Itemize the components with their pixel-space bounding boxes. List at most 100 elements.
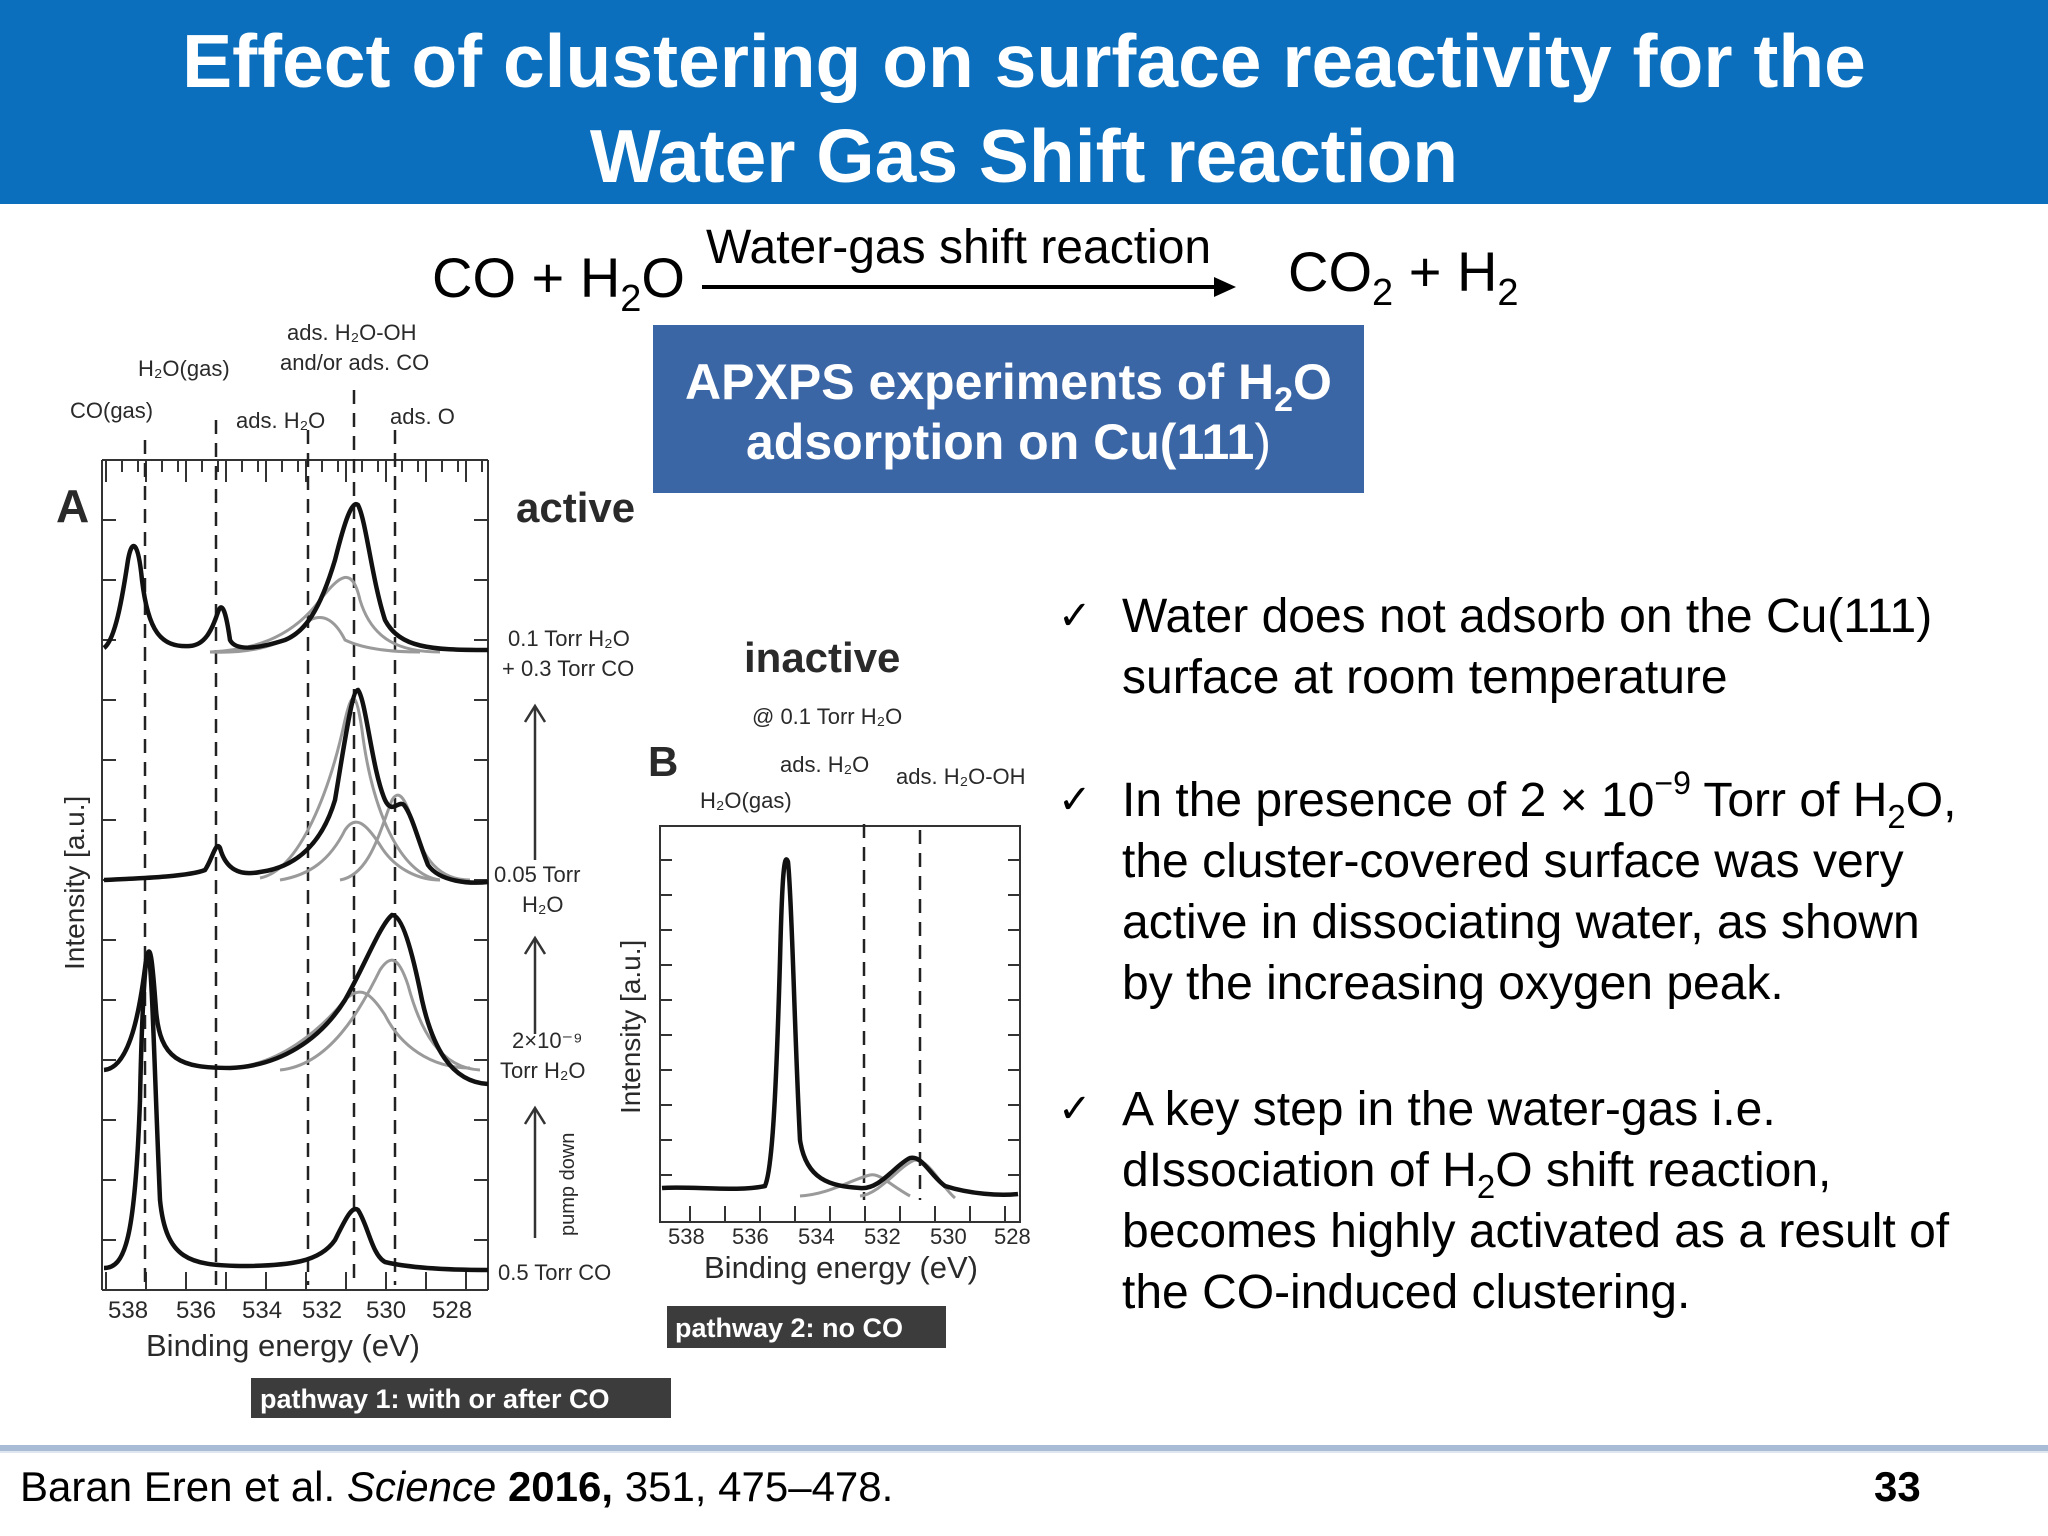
fit-curve [799, 1173, 911, 1198]
bullet-2-text-c: O, [1905, 774, 1957, 827]
reaction-arrow-icon [702, 277, 1236, 297]
x-tick-label: 534 [242, 1297, 282, 1324]
figure-a-state-label: active [516, 484, 635, 531]
label-h2o-gas: H₂O(gas) [138, 356, 230, 381]
apxps-subscript: 2 [1274, 381, 1294, 419]
apxps-text-c: adsorption on Cu(111 [745, 414, 1255, 470]
condition-2a: 0.05 Torr [494, 862, 580, 887]
checkmark-icon: ✓ [1058, 1086, 1092, 1132]
reactants-subscript: 2 [620, 278, 642, 320]
bullet-2-text-a: In the presence of 2 × 10 [1122, 774, 1655, 827]
citation-journal: Science [346, 1463, 497, 1510]
bullet-3-line-3: becomes highly activated as a result of [1122, 1205, 1950, 1258]
pathway-1-label: pathway 1: with or after CO [260, 1384, 610, 1414]
apxps-box-line-1: APXPS experiments of H2O [653, 353, 1364, 417]
figure-a-top-ticks [102, 459, 488, 482]
x-tick-label: 528 [432, 1297, 472, 1324]
label-b-h2o-gas: H₂O(gas) [700, 788, 792, 813]
x-tick-label: 538 [668, 1224, 705, 1249]
bullet-3-text-a: dIssociation of H [1122, 1144, 1477, 1197]
bullet-1-text: Water does not adsorb on the Cu(111) sur… [1122, 586, 1932, 708]
apxps-box: APXPS experiments of H2O adsorption on C… [653, 325, 1364, 493]
label-ads-o: ads. O [390, 404, 455, 429]
page-number: 33 [1874, 1463, 1921, 1510]
figure-b-state-label: inactive [744, 634, 900, 681]
citation: Baran Eren et al. Science 2016, 351, 475… [20, 1462, 893, 1512]
bullet-2-text: In the presence of 2 × 10−9 Torr of H2O,… [1122, 767, 1957, 1014]
figure-a-y-ticks [102, 519, 488, 1241]
slide-title-line-2: Water Gas Shift reaction [589, 114, 1459, 198]
reaction-arrow-label: Water-gas shift reaction [706, 221, 1212, 274]
figure-b-x-tick-labels: 538 536 534 532 530 528 [668, 1224, 1031, 1249]
x-tick-label: 530 [366, 1297, 406, 1324]
spectrum-a2 [103, 687, 489, 885]
products-text-a: CO [1288, 240, 1372, 303]
reaction-reactants: CO + H2O [432, 246, 685, 319]
bullet-3-line-2: dIssociation of H2O shift reaction, [1122, 1140, 1949, 1203]
condition-3a: 2×10⁻⁹ [512, 1028, 583, 1053]
bullet-2-text-b: Torr of H [1690, 774, 1888, 827]
x-tick-label: 536 [732, 1224, 769, 1249]
bullet-2-line-4: by the increasing oxygen peak. [1122, 957, 1784, 1010]
pathway-2-box [667, 1306, 946, 1348]
figure-b-state-sub: @ 0.1 Torr H₂O [752, 704, 902, 729]
bullet-2-line-2: the cluster-covered surface was very [1122, 835, 1904, 888]
fit-curve [859, 1158, 957, 1200]
label-ads-h2o-oh: ads. H₂O-OH [287, 320, 417, 345]
x-tick-label: 530 [930, 1224, 967, 1249]
figure-b-panel-label: B [648, 738, 678, 785]
citation-pages: 351, 475–478. [613, 1463, 894, 1510]
label-b-ads-h2o-oh: ads. H₂O-OH [896, 764, 1026, 789]
x-tick-label: 538 [108, 1297, 148, 1324]
figure-a-reference-lines [143, 390, 397, 1285]
bullet-2-line-3: active in dissociating water, as shown [1122, 896, 1920, 949]
reactants-text-b: O [641, 246, 685, 309]
figure-b: inactive @ 0.1 Torr H₂O B ads. H₂O ads. … [615, 634, 1031, 1348]
condition-4: 0.5 Torr CO [498, 1260, 611, 1285]
figure-b-axes [659, 825, 1021, 1223]
figure-a-x-tick-labels: 538 536 534 532 530 528 [108, 1297, 472, 1324]
figure-a-y-axis-label: Intensity [a.u.] [59, 796, 90, 970]
label-and-or-co: and/or ads. CO [280, 350, 429, 375]
condition-2b: H₂O [522, 892, 564, 917]
pathway-1-box [251, 1378, 671, 1418]
xps-figure: A active CO(gas) H₂O(gas) ads. H₂O-OH an… [56, 320, 1031, 1418]
apxps-box-line-2: adsorption on Cu(111) [653, 413, 1364, 471]
checkmark-icon: ✓ [1058, 777, 1092, 823]
apxps-text-a: APXPS experiments of H [685, 354, 1275, 410]
citation-year: 2016, [496, 1463, 614, 1510]
condition-1a: 0.1 Torr H₂O [508, 626, 630, 651]
figure-a-x-axis-label: Binding energy (eV) [146, 1328, 420, 1363]
arrow-icon [523, 703, 547, 1238]
condition-1b: + 0.3 Torr CO [502, 656, 634, 681]
title-bar: Effect of clustering on surface reactivi… [0, 0, 2048, 204]
checkmark-icon: ✓ [1058, 593, 1092, 639]
bullet-3-subscript: 2 [1476, 1168, 1496, 1205]
reaction-products: CO2 + H2 [1288, 240, 1519, 313]
bullet-2-line-1: In the presence of 2 × 10−9 Torr of H2O, [1122, 767, 1957, 833]
figure-b-reference-lines [862, 824, 922, 1200]
label-ads-h2o: ads. H₂O [236, 408, 325, 433]
bullet-1-line-2: surface at room temperature [1122, 651, 1728, 704]
bullet-2-subscript: 2 [1887, 798, 1906, 835]
figure-a-bottom-ticks [105, 1272, 467, 1290]
slide-title-line-1: Effect of clustering on surface reactivi… [182, 19, 1866, 103]
label-b-ads-h2o: ads. H₂O [780, 752, 869, 777]
figure-a: A active CO(gas) H₂O(gas) ads. H₂O-OH an… [56, 320, 671, 1418]
spectrum-a4 [103, 952, 489, 1273]
x-tick-label: 532 [864, 1224, 901, 1249]
reactants-text-a: CO + H [432, 246, 621, 309]
x-tick-label: 536 [176, 1297, 216, 1324]
spectrum-b [661, 857, 1019, 1197]
bullet-2-superscript: −9 [1654, 765, 1691, 801]
condition-pump: pump down [557, 1133, 579, 1236]
x-tick-label: 532 [302, 1297, 342, 1324]
figure-b-y-axis-label: Intensity [a.u.] [615, 940, 646, 1114]
x-tick-label: 528 [994, 1224, 1031, 1249]
figure-b-ticks [660, 859, 1020, 1222]
footer-rule [0, 1445, 2048, 1451]
apxps-text-b: O [1293, 354, 1332, 410]
pathway-2-label: pathway 2: no CO [675, 1313, 903, 1343]
apxps-text-d: ) [1254, 414, 1272, 470]
products-subscript-1: 2 [1372, 272, 1394, 314]
